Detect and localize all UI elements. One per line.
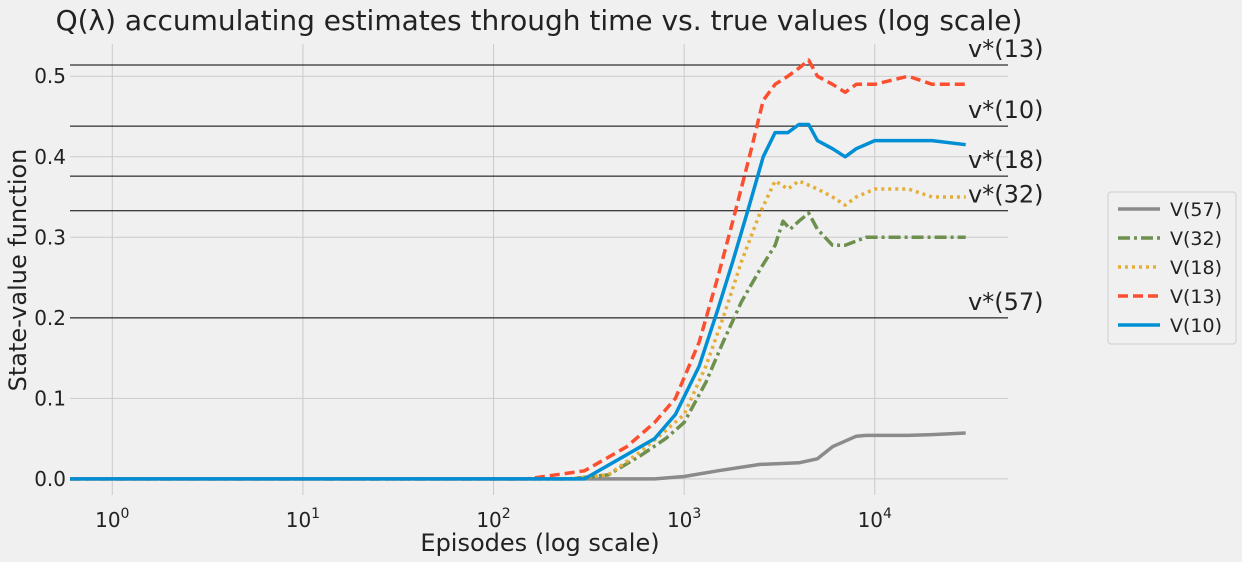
true-value-label: v*(10) [968,96,1043,124]
x-tick-exponent: 1 [311,506,320,522]
legend-label: V(32) [1170,228,1222,250]
x-tick-base: 10 [667,508,692,532]
x-tick-label: 102 [476,506,510,532]
y-tick-label: 0.3 [34,225,66,249]
true-value-lines: v*(13) v*(10) v*(18) v*(32) v*(57) [70,35,1043,319]
x-tick-label: 104 [858,506,892,532]
x-tick-exponent: 4 [883,506,892,522]
y-axis-label: State-value function [4,149,32,392]
series-line [70,431,966,481]
x-tick-base: 10 [858,508,883,532]
legend: V(57) V(32) V(18) V(13) V(10) [1107,191,1237,345]
true-value-label: v*(13) [968,35,1043,63]
y-tick-label: 0.5 [34,64,66,88]
legend-box [1107,191,1237,345]
x-tick-base: 10 [476,508,501,532]
x-tick-base: 10 [286,508,311,532]
y-tick-label: 0.2 [34,306,66,330]
legend-label: V(10) [1170,315,1222,337]
x-tick-label: 100 [95,506,129,532]
series-line [70,211,966,481]
x-tick-base: 10 [95,508,120,532]
x-tick-labels: 100 101 102 103 104 [95,506,892,532]
legend-label: V(13) [1170,286,1222,308]
true-value-label: v*(18) [968,146,1043,174]
y-tick-label: 0.1 [34,386,66,410]
x-tick-exponent: 0 [121,506,130,522]
y-tick-label: 0.0 [34,467,66,491]
x-tick-label: 103 [667,506,701,532]
true-value-label: v*(32) [968,181,1043,209]
chart-title: Q(λ) accumulating estimates through time… [56,4,1023,37]
y-tick-label: 0.4 [34,145,66,169]
series-lines [70,58,966,481]
series-line [70,58,966,481]
x-tick-exponent: 3 [692,506,701,522]
legend-label: V(18) [1170,257,1222,279]
y-tick-labels: 0.0 0.1 0.2 0.3 0.4 0.5 [34,64,66,491]
legend-label: V(57) [1170,199,1222,221]
true-value-label: v*(57) [968,288,1043,316]
series-line [70,122,966,481]
x-axis-label: Episodes (log scale) [420,529,659,557]
grid [70,44,1008,495]
x-tick-label: 101 [286,506,320,532]
x-tick-exponent: 2 [502,506,511,522]
series-line [70,179,966,481]
